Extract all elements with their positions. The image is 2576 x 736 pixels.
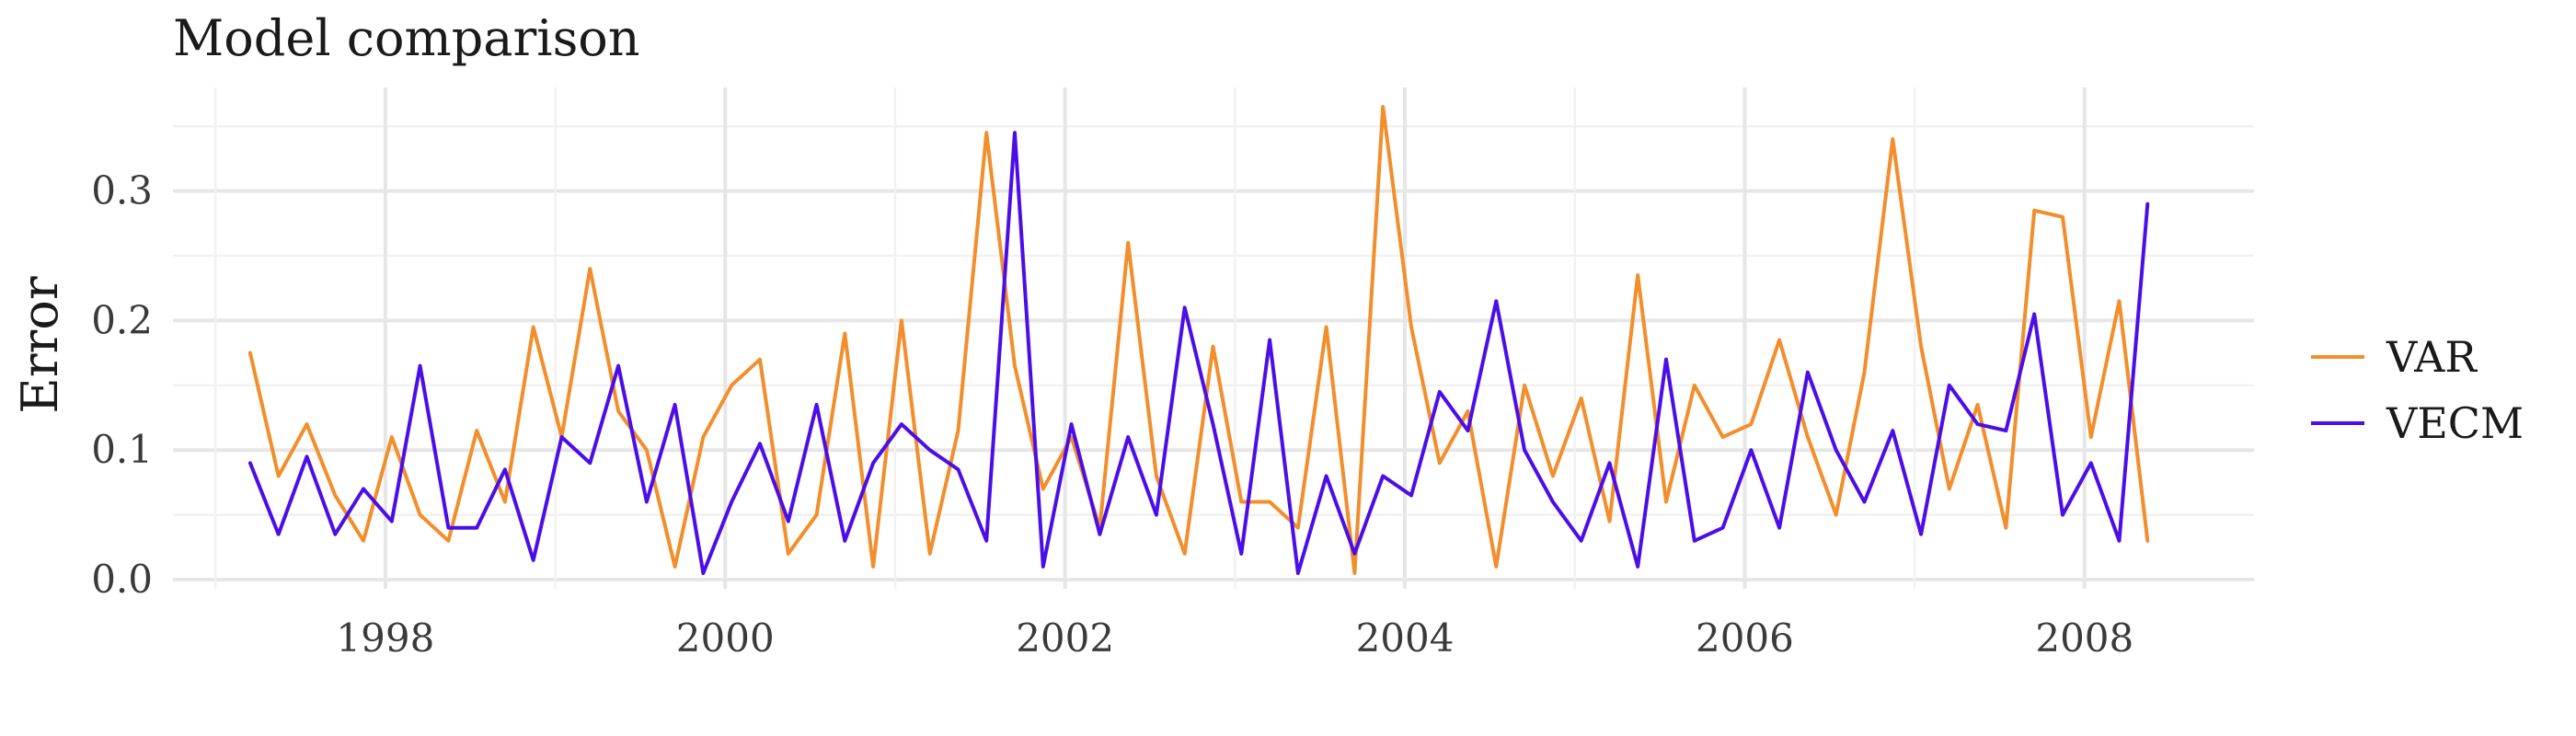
x-tick-label: 2002 [1016, 615, 1114, 661]
y-axis-label: Error [11, 276, 69, 414]
y-tick-label: 0.3 [91, 168, 153, 213]
legend-label-var: VAR [2386, 332, 2478, 382]
series-layer [247, 105, 2150, 575]
x-tick-label: 2004 [1356, 615, 1455, 661]
x-tick-label: 2006 [1696, 615, 1794, 661]
y-tick-label: 0.1 [91, 427, 153, 472]
y-axis-ticks: 0.0 0.1 0.2 0.3 [91, 168, 153, 602]
chart-title: Model comparison [173, 9, 640, 67]
y-tick-label: 0.0 [91, 557, 153, 602]
series-line-var [247, 105, 2150, 575]
x-tick-label: 2008 [2035, 615, 2133, 661]
x-tick-label: 1998 [336, 615, 434, 661]
y-tick-label: 0.2 [91, 297, 153, 342]
legend-label-vecm: VECM [2386, 398, 2524, 448]
legend: VAR VECM [2311, 332, 2524, 448]
grid [173, 87, 2254, 589]
x-axis-ticks: 1998 2000 2002 2004 2006 2008 [336, 615, 2133, 661]
series-line-vecm [247, 131, 2150, 575]
x-tick-label: 2000 [676, 615, 775, 661]
